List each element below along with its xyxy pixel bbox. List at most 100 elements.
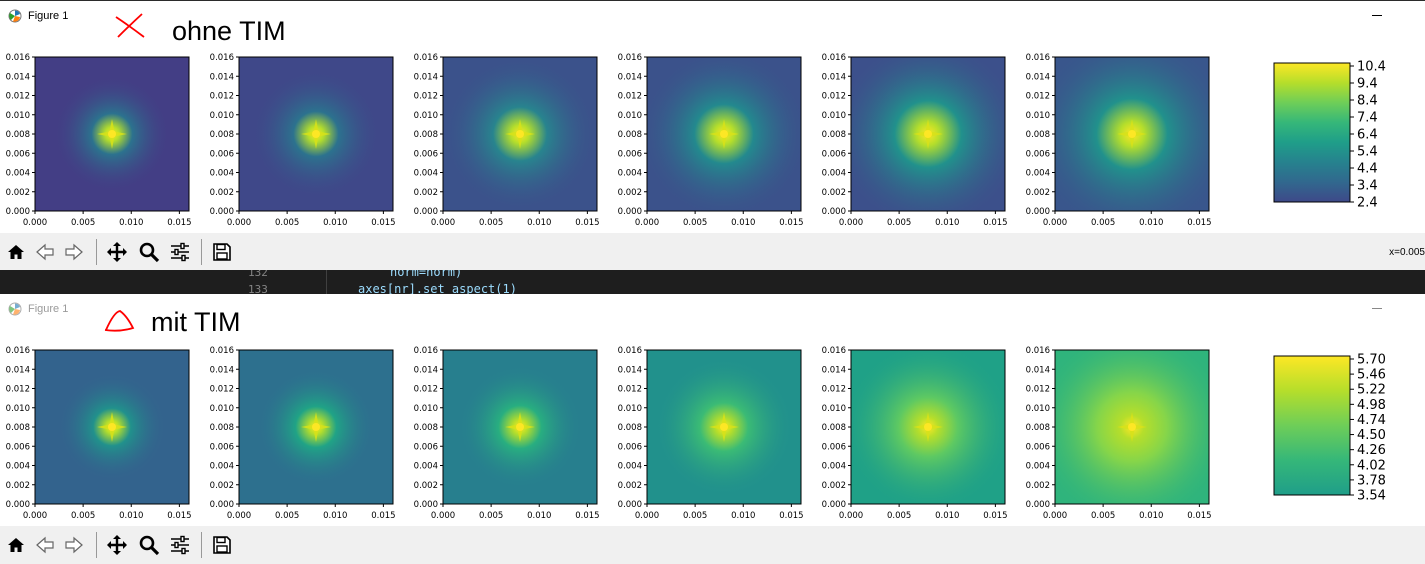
heatmap-axes[interactable]: 0.016 0.014 0.012 0.010 0.008 0.006 0.004 0.002… — [618, 53, 804, 228]
figure-canvas[interactable]: 0.016 0.014 0.012 0.010 0.008 0.006 0.004 0.002… — [0, 294, 1425, 526]
y-tick-label: 0.008 — [414, 423, 438, 433]
pan-button[interactable] — [104, 239, 130, 265]
navigation-toolbar: x=0.005 — [0, 233, 1425, 271]
y-tick-label: 0.000 — [414, 207, 438, 217]
heatmap-axes[interactable]: 0.016 0.014 0.012 0.010 0.008 0.006 0.004 0.002… — [414, 53, 600, 228]
x-tick-label: 0.000 — [227, 511, 251, 521]
save-button[interactable] — [209, 239, 235, 265]
y-tick-label: 0.012 — [822, 92, 846, 102]
y-tick-label: 0.008 — [210, 130, 234, 140]
x-tick-label: 0.000 — [1043, 218, 1067, 228]
figure-canvas[interactable]: 0.016 0.014 0.012 0.010 0.008 0.006 0.004 0.002… — [0, 1, 1425, 233]
x-tick-label: 0.010 — [935, 511, 959, 521]
x-tick-label: 0.005 — [887, 218, 911, 228]
x-tick-label: 0.015 — [983, 218, 1007, 228]
y-tick-label: 0.008 — [1026, 423, 1050, 433]
y-tick-label: 0.002 — [414, 481, 438, 491]
y-tick-label: 0.002 — [618, 188, 642, 198]
x-tick-label: 0.015 — [575, 218, 599, 228]
x-tick-label: 0.000 — [1043, 511, 1067, 521]
y-tick-label: 0.000 — [414, 500, 438, 510]
y-tick-label: 0.002 — [210, 481, 234, 491]
zoom-button[interactable] — [136, 532, 162, 558]
configure-subplots-button[interactable] — [167, 239, 193, 265]
y-tick-label: 0.010 — [822, 404, 846, 414]
y-tick-label: 0.010 — [210, 404, 234, 414]
y-tick-label: 0.006 — [210, 442, 234, 452]
forward-button[interactable] — [61, 532, 87, 558]
code-line[interactable]: norm=norm) — [390, 270, 463, 279]
x-tick-label: 0.010 — [323, 218, 347, 228]
line-number-gutter — [230, 270, 300, 294]
minimize-button[interactable] — [1363, 296, 1391, 318]
save-button[interactable] — [209, 532, 235, 558]
y-tick-label: 0.016 — [822, 346, 846, 356]
back-button[interactable] — [32, 532, 58, 558]
title-bar[interactable]: Figure 1 — [0, 294, 1425, 324]
y-tick-label: 0.000 — [1026, 500, 1050, 510]
minimize-button[interactable] — [1363, 3, 1391, 25]
heatmap-axes[interactable]: 0.016 0.014 0.012 0.010 0.008 0.006 0.004 0.002… — [1026, 53, 1212, 228]
configure-subplots-button[interactable] — [167, 532, 193, 558]
y-tick-label: 0.008 — [414, 130, 438, 140]
y-tick-label: 0.004 — [210, 169, 234, 179]
y-tick-label: 0.010 — [210, 111, 234, 121]
forward-button[interactable] — [61, 239, 87, 265]
window-title: Figure 1 — [28, 10, 69, 22]
zoom-button[interactable] — [136, 239, 162, 265]
home-button[interactable] — [3, 239, 29, 265]
y-tick-label: 0.004 — [6, 169, 30, 179]
colorbar-tick-label: 8.4 — [1357, 94, 1378, 109]
y-tick-label: 0.014 — [414, 365, 438, 375]
title-bar[interactable]: Figure 1 — [0, 1, 1425, 31]
y-tick-label: 0.012 — [210, 385, 234, 395]
y-tick-label: 0.012 — [210, 92, 234, 102]
home-icon — [8, 538, 24, 552]
line-number: 133 — [248, 283, 268, 294]
y-tick-label: 0.012 — [618, 92, 642, 102]
colorbar-tick-label: 3.4 — [1357, 179, 1378, 194]
back-button[interactable] — [32, 239, 58, 265]
heatmap-axes[interactable]: 0.016 0.014 0.012 0.010 0.008 0.006 0.004 0.002… — [822, 346, 1008, 521]
y-tick-label: 0.012 — [6, 385, 30, 395]
y-tick-label: 0.008 — [618, 423, 642, 433]
x-tick-label: 0.010 — [1139, 218, 1163, 228]
home-button[interactable] — [3, 532, 29, 558]
colorbar-tick-label: 9.4 — [1357, 77, 1378, 92]
red-triangle-mark — [104, 310, 135, 332]
heatmap-axes[interactable]: 0.016 0.014 0.012 0.010 0.008 0.006 0.004 0.002… — [6, 53, 192, 228]
x-tick-label: 0.015 — [983, 511, 1007, 521]
heatmap-axes[interactable]: 0.016 0.014 0.012 0.010 0.008 0.006 0.004 0.002… — [822, 53, 1008, 228]
x-tick-label: 0.005 — [479, 218, 503, 228]
y-tick-label: 0.002 — [6, 481, 30, 491]
x-tick-label: 0.005 — [71, 218, 95, 228]
x-tick-label: 0.015 — [779, 511, 803, 521]
heatmap-axes[interactable]: 0.016 0.014 0.012 0.010 0.008 0.006 0.004 0.002… — [1026, 346, 1212, 521]
pan-button[interactable] — [104, 532, 130, 558]
colorbar-tick-label: 10.4 — [1357, 60, 1386, 75]
colorbar: 5.705.465.224.984.744.504.264.023.783.54 — [1273, 353, 1386, 504]
y-tick-label: 0.010 — [6, 111, 30, 121]
colorbar-tick-label: 2.4 — [1357, 196, 1378, 211]
y-tick-label: 0.012 — [414, 385, 438, 395]
y-tick-label: 0.006 — [6, 442, 30, 452]
x-tick-label: 0.000 — [23, 218, 47, 228]
colorbar-tick-label: 6.4 — [1357, 128, 1378, 143]
colorbar-tick-label: 5.22 — [1357, 383, 1386, 398]
x-tick-label: 0.015 — [371, 218, 395, 228]
heatmap-peak — [924, 130, 932, 138]
heatmap-axes[interactable]: 0.016 0.014 0.012 0.010 0.008 0.006 0.004 0.002… — [210, 346, 396, 521]
heatmap-axes[interactable]: 0.016 0.014 0.012 0.010 0.008 0.006 0.004 0.002… — [414, 346, 600, 521]
heatmap-axes[interactable]: 0.016 0.014 0.012 0.010 0.008 0.006 0.004 0.002… — [6, 346, 192, 521]
y-tick-label: 0.004 — [618, 169, 642, 179]
heatmap-axes[interactable]: 0.016 0.014 0.012 0.010 0.008 0.006 0.004 0.002… — [210, 53, 396, 228]
colorbar-tick-label: 5.4 — [1357, 145, 1378, 160]
back-icon — [36, 536, 54, 554]
heatmap-axes[interactable]: 0.016 0.014 0.012 0.010 0.008 0.006 0.004 0.002… — [618, 346, 804, 521]
colorbar-tick-label: 4.26 — [1357, 443, 1386, 458]
x-tick-label: 0.010 — [527, 511, 551, 521]
y-tick-label: 0.010 — [618, 404, 642, 414]
line-number: 132 — [248, 270, 268, 279]
code-line[interactable]: axes[nr].set_aspect(1) — [358, 282, 517, 294]
x-tick-label: 0.015 — [371, 511, 395, 521]
